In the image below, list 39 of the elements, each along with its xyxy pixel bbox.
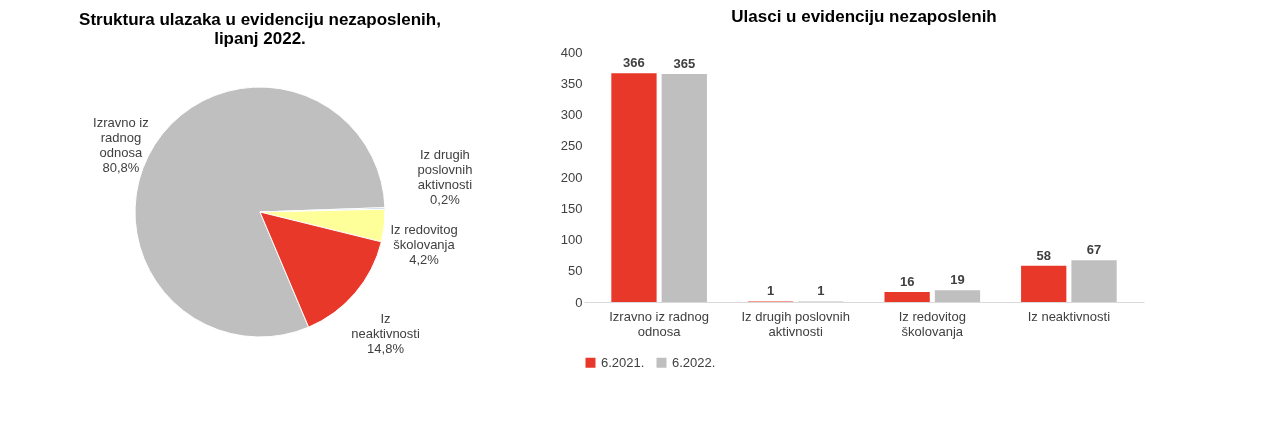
data-label: 80,8% <box>102 160 140 176</box>
x-tick-label: Iz redovitog školovanja <box>898 308 966 339</box>
data-label: 0,2% <box>430 191 461 207</box>
y-tick-label: 300 <box>560 107 583 122</box>
bar <box>1071 260 1117 302</box>
data-label: 58 <box>1036 247 1051 263</box>
y-tick-label: 200 <box>560 169 583 185</box>
pie-slice <box>259 211 382 328</box>
y-tick-label: 0 <box>575 294 583 310</box>
data-label: 1 <box>817 283 825 299</box>
chart-title: Ulasci u evidenciju nezaposlenih <box>731 7 997 26</box>
data-label: 16 <box>899 274 915 289</box>
y-tick-label: 150 <box>560 200 583 216</box>
data-label: 365 <box>673 55 696 71</box>
slice-label: Iz redovitog školovanja <box>390 222 458 253</box>
y-tick-label: 250 <box>560 138 583 154</box>
bar <box>1021 265 1067 302</box>
data-label: 14,8% <box>367 341 405 357</box>
bar <box>661 73 707 302</box>
y-tick-label: 350 <box>560 75 583 91</box>
data-label: 19 <box>950 272 965 288</box>
bar <box>611 73 657 302</box>
data-label: 4,2% <box>409 252 440 268</box>
bar <box>884 292 930 302</box>
bar <box>934 290 981 302</box>
y-tick-label: 50 <box>568 263 583 279</box>
y-tick-label: 100 <box>560 232 583 247</box>
legend-label: 6.2021. <box>601 354 645 370</box>
y-tick-label: 400 <box>560 44 583 60</box>
data-label: 67 <box>1086 242 1102 258</box>
slice-label: Iz drugih poslovnih aktivnosti <box>417 146 473 192</box>
data-label: 366 <box>623 55 645 71</box>
x-tick-label: Iz drugih poslovnih aktivnosti <box>741 308 850 339</box>
chart-title: Struktura ulazaka u evidenciju nezaposlenih, lipanj 2022. <box>79 10 441 48</box>
x-tick-label: Izravno iz radnog odnosa <box>609 308 709 339</box>
data-label: 1 <box>766 283 775 299</box>
x-tick-label: Iz neaktivnosti <box>1027 308 1111 324</box>
slice-label: Izravno iz radnog odnosa <box>93 115 149 161</box>
legend-label: 6.2022. <box>672 354 716 370</box>
